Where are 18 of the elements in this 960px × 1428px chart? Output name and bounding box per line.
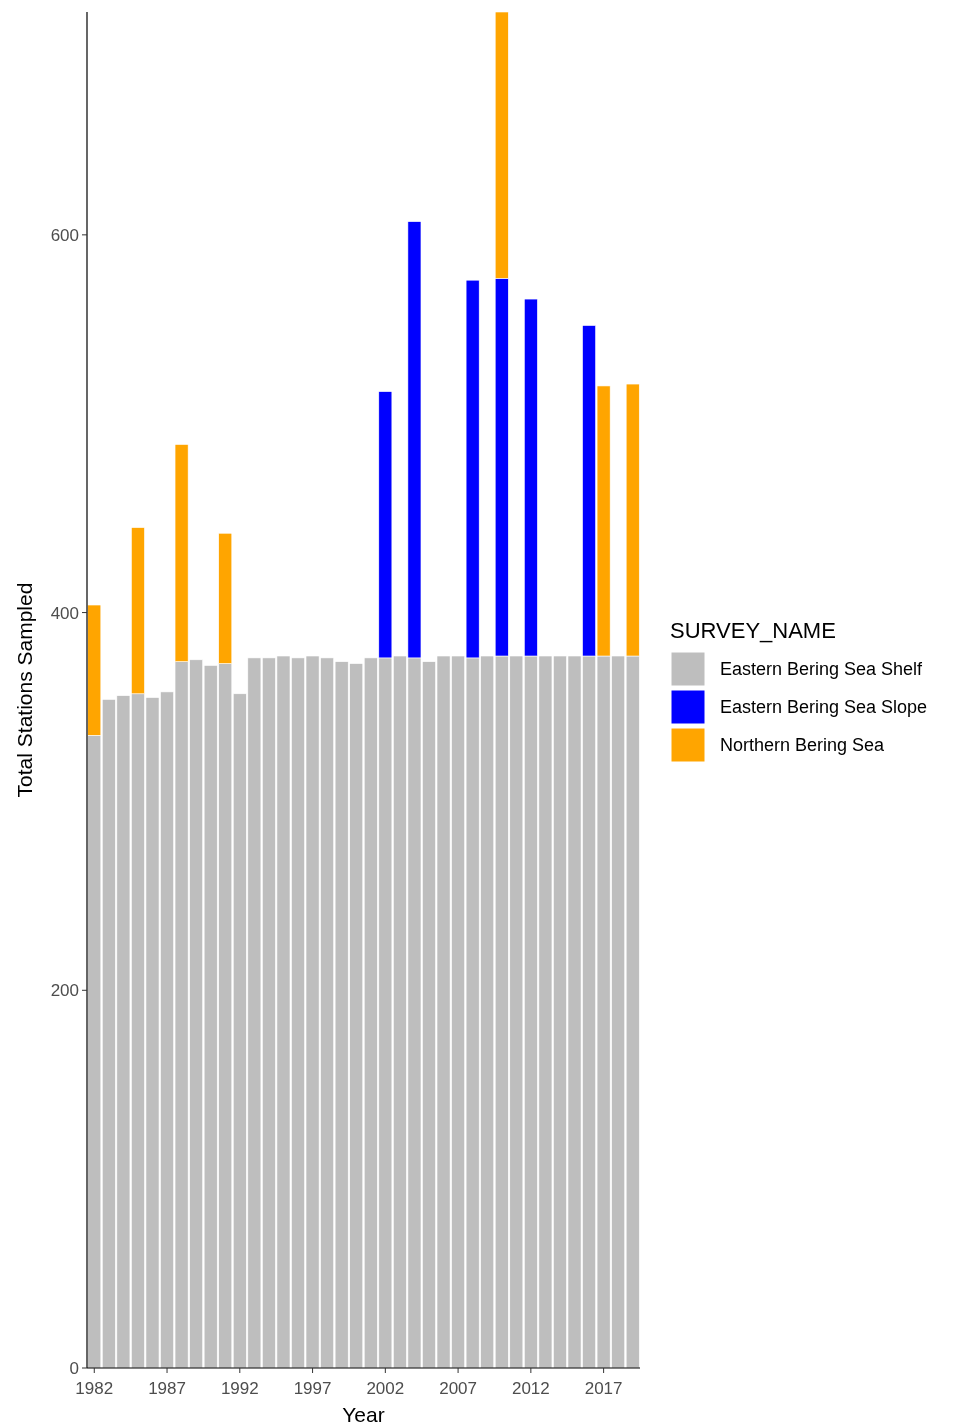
y-tick-label: 400 [50,603,79,623]
y-axis-title: Total Stations Sampled [13,582,36,798]
x-tick-label: 2012 [511,1379,550,1398]
x-tick-label: 1997 [293,1379,332,1398]
legend-label: Eastern Bering Sea Slope [720,697,928,718]
legend-title: SURVEY_NAME [670,618,836,643]
x-axis-title: Year [342,1403,385,1426]
x-tick-label: 2007 [439,1379,478,1398]
y-tick-label: 0 [69,1358,79,1378]
x-tick-label: 1992 [220,1379,259,1398]
y-tick-label: 600 [50,225,79,245]
y-tick-label: 200 [50,981,79,1001]
legend-label: Eastern Bering Sea Shelf [720,659,924,680]
x-tick-label: 2002 [366,1379,405,1398]
x-tick-label: 2017 [584,1379,623,1398]
legend-label: Northern Bering Sea [720,735,886,756]
x-tick-label: 1987 [148,1379,186,1398]
x-tick-label: 1982 [75,1379,114,1398]
